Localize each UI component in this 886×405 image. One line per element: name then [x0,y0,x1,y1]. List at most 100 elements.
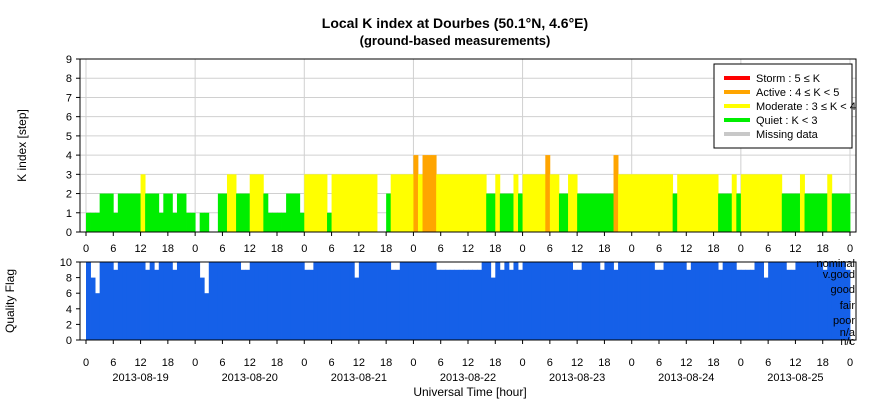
q-bar [818,262,824,340]
k-bar [99,193,105,232]
k-bar [145,193,151,232]
k-bar [113,212,119,232]
k-bar [536,174,542,232]
k-bar [395,174,401,232]
q-bar [113,269,119,340]
q-bar [790,269,796,340]
k-bar [295,193,301,232]
q-bar [599,269,605,340]
k-tick-label: 3 [66,169,72,181]
q-bar [363,262,369,340]
k-bar [336,174,342,232]
k-bar [786,193,792,232]
q-bar [95,293,101,340]
q-bar [245,269,251,340]
q-bar [131,262,137,340]
q-bar [372,262,378,340]
k-bar [699,174,705,232]
k-bar [131,193,137,232]
q-bar [199,277,205,340]
k-bar [267,212,273,232]
k-x-tick-label: 18 [380,243,392,255]
k-bar [358,174,364,232]
q-x-tick-label: 6 [219,357,225,369]
q-bar [290,262,296,340]
q-bar [195,262,201,340]
q-bar [681,262,687,340]
k-bar [249,174,255,232]
q-bar [636,262,642,340]
k-bar [427,155,433,232]
k-bar [317,174,323,232]
k-bar [422,155,428,232]
k-x-tick-label: 0 [520,243,526,255]
q-bar [718,269,724,340]
quality-level-label: fair [840,300,856,312]
q-bar [186,262,191,340]
q-bar [445,269,451,340]
q-bar [295,262,301,340]
legend-label: Quiet : K < 3 [756,115,817,127]
q-bar [190,262,196,340]
k-x-tick-label: 12 [462,243,474,255]
q-x-tick-label: 18 [162,357,174,369]
q-bar [577,269,583,340]
k-bar [831,193,837,232]
q-bar [167,262,173,340]
k-bar [659,174,664,232]
q-bar [745,269,751,340]
q-bar [331,262,337,340]
k-bar [763,174,769,232]
q-bar [545,262,551,340]
k-bar [531,174,537,232]
k-bar [108,193,114,232]
q-bar [104,262,110,340]
k-bar [772,174,778,232]
q-bar [754,262,760,340]
k-bar [186,212,191,232]
k-tick-label: 9 [66,54,72,66]
k-bar [740,174,746,232]
q-bar [413,262,419,340]
q-bar [759,262,764,340]
q-bar [86,262,91,340]
k-x-tick-label: 18 [817,243,829,255]
q-bar [108,262,114,340]
q-bar [554,262,560,340]
k-bar [563,193,569,232]
q-x-tick-label: 0 [520,357,526,369]
k-x-tick-label: 18 [271,243,283,255]
k-bar [768,174,774,232]
quality-level-label: n/a [840,327,856,339]
k-bar [545,155,551,232]
k-bar [749,174,755,232]
q-bar [263,262,269,340]
k-x-tick-label: 12 [134,243,146,255]
q-bar [317,262,323,340]
q-bar [136,262,141,340]
quality-level-label: poor [833,315,855,327]
q-bar [181,262,187,340]
q-x-tick-label: 6 [547,357,553,369]
q-bar [140,262,146,340]
q-bar [763,277,769,340]
q-bar [176,262,182,340]
k-bar [640,174,646,232]
k-bar [463,174,469,232]
k-bar [595,193,601,232]
q-bar [640,262,646,340]
q-tick-label: 6 [66,288,72,300]
q-bar [663,262,669,340]
k-bar [126,193,132,232]
q-bar [286,262,292,340]
k-x-tick-label: 12 [244,243,256,255]
q-x-tick-label: 6 [329,357,335,369]
q-bar [149,262,155,340]
k-bar [513,174,519,232]
k-bar [86,212,91,232]
k-bar [781,193,787,232]
q-bar [518,269,523,340]
q-bar [154,269,160,340]
